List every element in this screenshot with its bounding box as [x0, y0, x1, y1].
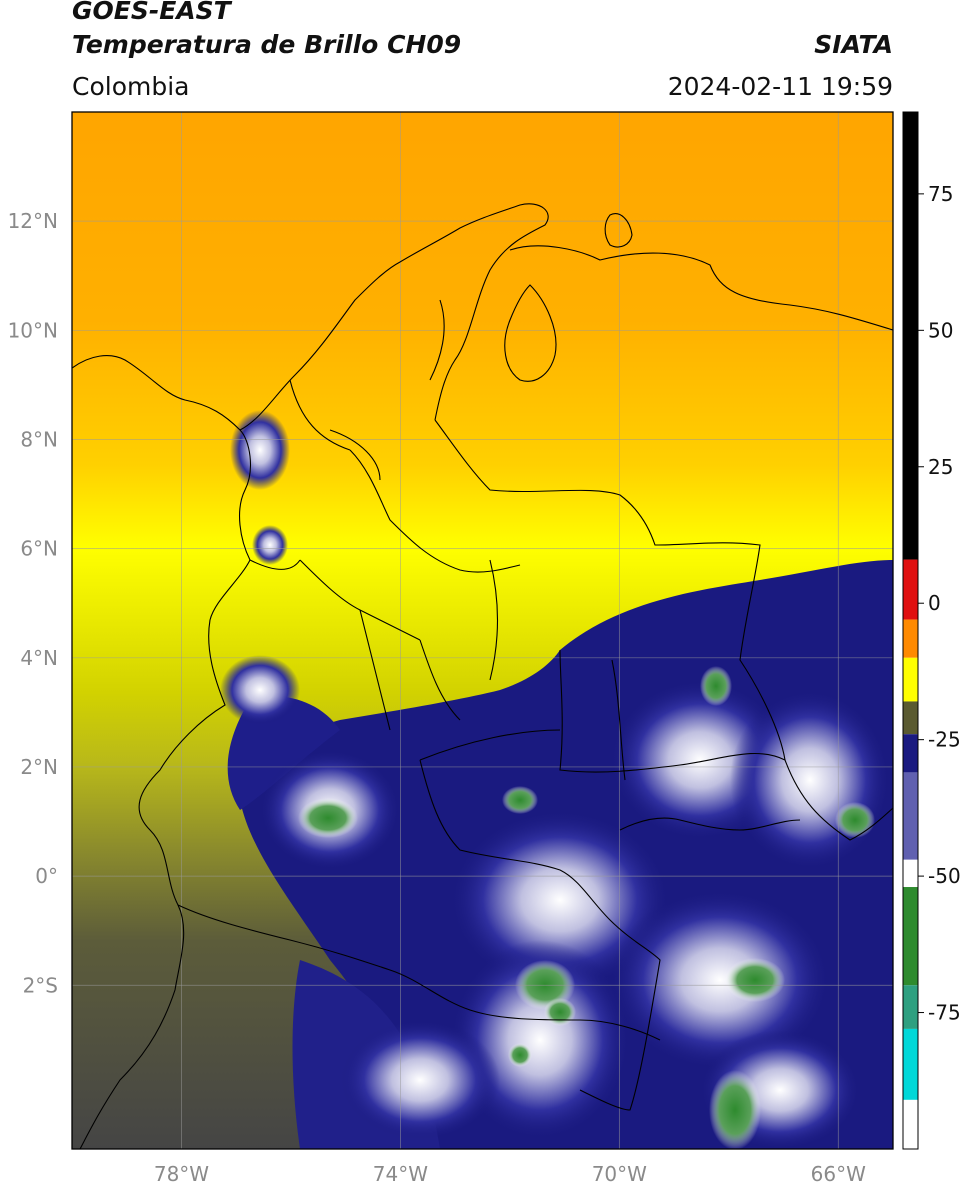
longitude-label: 70°W [592, 1162, 647, 1186]
longitude-label: 78°W [154, 1162, 209, 1186]
colorbar-segment [903, 657, 918, 702]
putumayo-border [177, 904, 661, 1041]
colorbar-tick-label: -25 [928, 728, 961, 752]
map-frame [71, 111, 894, 1150]
colorbar-segment [903, 1099, 918, 1149]
boundaries [72, 203, 893, 1149]
colorbar-tick-label: 0 [928, 591, 941, 615]
colorbar-segment [903, 559, 918, 620]
latitude-label: 10°N [8, 318, 58, 342]
colorbar-segment [903, 859, 918, 888]
colorbar-frame [902, 111, 919, 1150]
latitude-label: 8°N [20, 427, 58, 451]
latitude-label: 6°N [20, 537, 58, 561]
source-label: SIATA [814, 30, 893, 59]
venezuela-coast [509, 245, 893, 331]
colorbar-segment [903, 619, 918, 658]
colorbar-tick-label: 50 [928, 318, 953, 342]
latitude-label: 0° [35, 864, 58, 888]
paraguana [604, 213, 633, 248]
colorbar-segment [903, 734, 918, 773]
satellite-field [72, 112, 893, 1149]
colorbar-tick-label: -75 [928, 1001, 961, 1025]
longitude-label: 74°W [373, 1162, 428, 1186]
colorbar-tick-label: -50 [928, 864, 961, 888]
interior-borders [489, 559, 626, 781]
latitude-labels: 12°N 10°N 8°N 6°N 4°N 2°N 0° 2°S [8, 209, 58, 997]
colorbar-segment [903, 985, 918, 1029]
guainia-border [619, 817, 801, 831]
latitude-label: 2°N [20, 755, 58, 779]
colorbar-segment [903, 887, 918, 986]
colorbar-segment [903, 701, 918, 735]
pacific-coast [72, 355, 251, 1149]
colombia-venezuela-border [434, 419, 893, 841]
longitude-label: 66°W [811, 1162, 866, 1186]
department-borders [249, 299, 521, 731]
colorbar [902, 111, 919, 1150]
latitude-label: 2°S [23, 973, 58, 997]
datetime-label: 2024-02-11 19:59 [667, 72, 893, 101]
title-line-1: GOES-EAST [72, 0, 231, 25]
colorbar-segment [903, 772, 918, 860]
colorbar-tick-label: 75 [928, 182, 953, 206]
colorbar-segment [903, 112, 918, 560]
vichada-border [559, 649, 786, 773]
caribbean-coast [239, 203, 549, 431]
colorbar-tick-label: 25 [928, 455, 953, 479]
longitude-labels: 78°W 74°W 70°W 66°W [154, 1162, 866, 1186]
colorbar-ticks: 75 50 25 0 -25 -50 -75 [918, 182, 961, 1025]
title-line-2: Temperatura de Brillo CH09 [72, 30, 462, 59]
region-label: Colombia [72, 72, 190, 101]
southern-borders [419, 729, 661, 1111]
latitude-label: 4°N [20, 646, 58, 670]
maracaibo-lake [504, 284, 557, 382]
latitude-label: 12°N [8, 209, 58, 233]
graticule [72, 112, 893, 1149]
colorbar-segment [903, 1028, 918, 1100]
